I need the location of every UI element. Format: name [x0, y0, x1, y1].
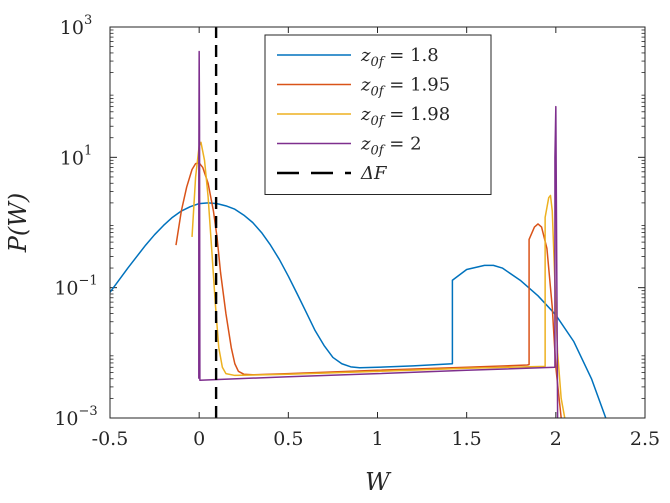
series-line-3	[191, 141, 566, 418]
y-tick-label: 101	[60, 143, 92, 169]
y-tick-label: 10−1	[54, 274, 97, 300]
x-tick-label: -0.5	[92, 428, 129, 450]
y-tick-label: 103	[60, 13, 92, 39]
x-axis-label: W	[365, 468, 392, 496]
series-line-4	[198, 50, 559, 418]
x-tick-label: 2	[550, 428, 562, 450]
legend-label-1: z0f = 1.8	[360, 45, 439, 70]
series-line-1	[110, 202, 607, 418]
legend-label-3: z0f = 1.98	[360, 104, 450, 129]
ticks-layer: -0.5 0 0.5 1 1.5 2 2.5 10−3 10−1 101 103	[54, 13, 660, 450]
plot-area	[110, 27, 607, 418]
x-tick-label: 1.5	[452, 428, 482, 450]
x-tick-label: 0.5	[273, 428, 303, 450]
legend-label-4: z0f = 2	[360, 134, 422, 159]
axes-box	[109, 26, 646, 419]
legend-label-2: z0f = 1.95	[360, 75, 450, 100]
x-tick-label: 2.5	[630, 428, 660, 450]
x-tick-label: 0	[193, 428, 205, 450]
x-tick-label: 1	[371, 428, 383, 450]
legend-label-5: ΔF	[360, 163, 388, 184]
legend: z0f = 1.8 z0f = 1.95 z0f = 1.98 z0f = 2 ΔF	[264, 34, 492, 195]
y-tick-label: 10−3	[54, 404, 97, 430]
y-axis-label: P(W)	[4, 193, 32, 254]
